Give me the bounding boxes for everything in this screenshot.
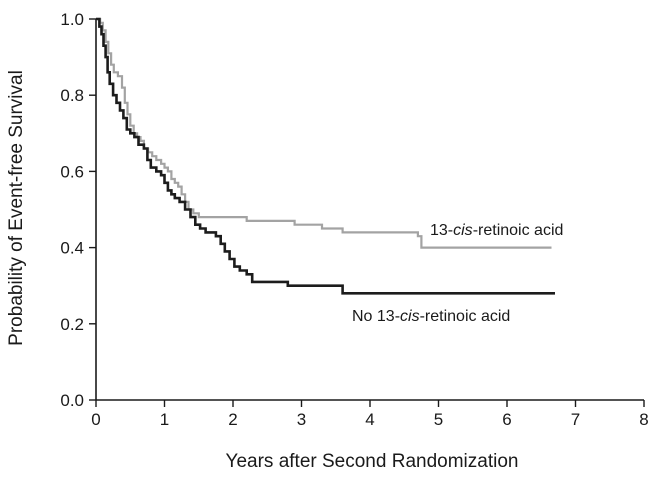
y-tick-label: 0.4 bbox=[60, 239, 84, 258]
series-label-part: cis bbox=[453, 222, 473, 239]
series-lines bbox=[96, 17, 555, 295]
y-tick-label: 0.6 bbox=[60, 162, 84, 181]
y-tick-label: 0.2 bbox=[60, 315, 84, 334]
series-line-untreated bbox=[96, 17, 555, 295]
series-label-part: -retinoic acid bbox=[420, 308, 511, 325]
x-tick-label: 3 bbox=[297, 410, 306, 429]
x-tick-label: 5 bbox=[434, 410, 443, 429]
x-axis-title: Years after Second Randomization bbox=[226, 451, 519, 472]
series-label-part: cis bbox=[400, 308, 420, 325]
x-tick-label: 4 bbox=[365, 410, 374, 429]
x-tick-label: 8 bbox=[639, 410, 648, 429]
series-label-part: 13- bbox=[430, 222, 453, 239]
x-tick-label: 2 bbox=[228, 410, 237, 429]
y-tick-label: 0.8 bbox=[60, 86, 84, 105]
x-tick-label: 7 bbox=[571, 410, 580, 429]
y-tick-label: 0.0 bbox=[60, 391, 84, 410]
series-line-treated bbox=[96, 17, 552, 249]
series-label-untreated: No 13-cis-retinoic acid bbox=[352, 308, 510, 325]
series-label-part: -retinoic acid bbox=[473, 222, 564, 239]
series-label-part: No 13- bbox=[352, 308, 400, 325]
series-label-treated: 13-cis-retinoic acid bbox=[430, 222, 563, 239]
y-tick-label: 1.0 bbox=[60, 10, 84, 29]
x-tick-label: 6 bbox=[502, 410, 511, 429]
x-tick-label: 1 bbox=[160, 410, 169, 429]
x-tick-label: 0 bbox=[91, 410, 100, 429]
y-axis-title: Probability of Event-free Survival bbox=[6, 70, 27, 346]
axes: 0 1 2 3 4 5 6 7 8 0.0 0.2 0.4 0.6 0.8 1.0 bbox=[60, 10, 648, 429]
